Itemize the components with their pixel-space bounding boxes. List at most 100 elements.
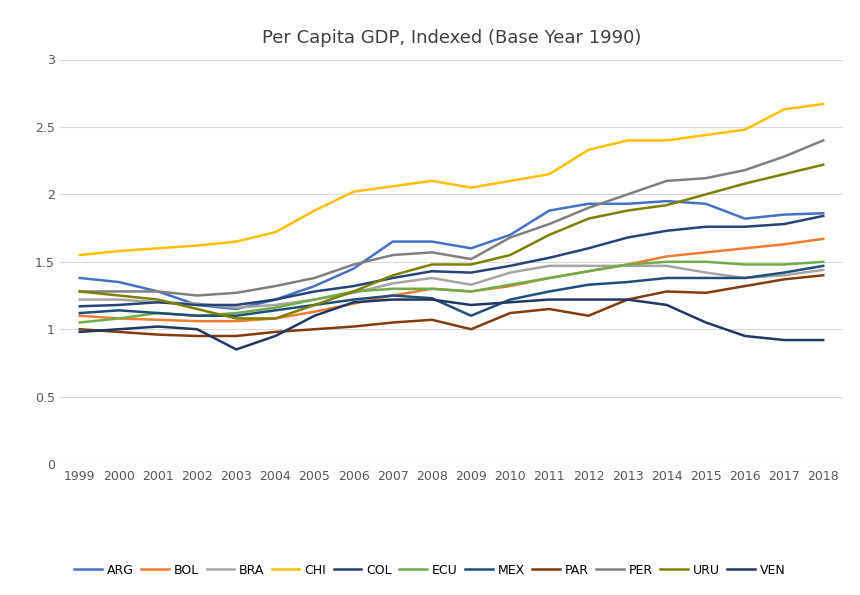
MEX [505, 296, 515, 303]
ECU [348, 288, 359, 295]
PER [192, 292, 202, 299]
BRA [701, 269, 711, 276]
URU [310, 302, 320, 309]
ECU [310, 296, 320, 303]
PAR [427, 316, 437, 323]
COL [192, 302, 202, 309]
MEX [818, 262, 828, 270]
Line: ECU: ECU [80, 262, 823, 322]
PER [427, 249, 437, 256]
VEN [661, 302, 672, 309]
BOL [544, 274, 555, 281]
ECU [779, 261, 789, 268]
COL [231, 302, 242, 309]
ARG [544, 207, 555, 214]
URU [466, 261, 476, 268]
BOL [505, 283, 515, 290]
URU [779, 171, 789, 178]
MEX [114, 307, 124, 314]
VEN [505, 299, 515, 306]
ECU [818, 258, 828, 265]
BRA [75, 296, 85, 303]
URU [192, 305, 202, 312]
BOL [270, 315, 280, 322]
BRA [427, 274, 437, 281]
Title: Per Capita GDP, Indexed (Base Year 1990): Per Capita GDP, Indexed (Base Year 1990) [261, 29, 642, 47]
COL [779, 221, 789, 228]
URU [583, 215, 593, 222]
BOL [623, 261, 633, 268]
COL [388, 274, 398, 281]
PER [466, 255, 476, 262]
COL [153, 299, 163, 306]
ARG [623, 201, 633, 208]
ECU [114, 315, 124, 322]
COL [310, 288, 320, 295]
CHI [818, 101, 828, 108]
PER [583, 204, 593, 211]
VEN [114, 325, 124, 333]
PER [348, 261, 359, 268]
CHI [153, 245, 163, 252]
BOL [153, 316, 163, 323]
PER [623, 191, 633, 198]
MEX [623, 278, 633, 286]
URU [231, 315, 242, 322]
BOL [740, 245, 750, 252]
MEX [779, 269, 789, 276]
VEN [427, 296, 437, 303]
ARG [270, 296, 280, 303]
COL [740, 223, 750, 230]
PAR [583, 312, 593, 320]
PAR [466, 325, 476, 333]
BOL [348, 300, 359, 307]
BRA [779, 272, 789, 279]
MEX [153, 309, 163, 317]
Line: COL: COL [80, 216, 823, 306]
MEX [583, 281, 593, 289]
BRA [623, 262, 633, 270]
BRA [661, 262, 672, 270]
Line: BOL: BOL [80, 239, 823, 321]
ARG [661, 198, 672, 205]
CHI [544, 171, 555, 178]
PAR [779, 275, 789, 283]
URU [818, 161, 828, 168]
ECU [466, 288, 476, 295]
COL [701, 223, 711, 230]
PER [505, 234, 515, 241]
MEX [270, 307, 280, 314]
MEX [348, 296, 359, 303]
ECU [192, 312, 202, 320]
MEX [231, 312, 242, 320]
PAR [740, 283, 750, 290]
CHI [310, 207, 320, 214]
COL [623, 234, 633, 241]
VEN [231, 346, 242, 353]
URU [75, 288, 85, 295]
PER [740, 167, 750, 174]
PAR [818, 272, 828, 279]
Line: MEX: MEX [80, 266, 823, 316]
PAR [623, 296, 633, 303]
CHI [661, 137, 672, 144]
COL [661, 227, 672, 234]
BRA [544, 262, 555, 270]
Line: CHI: CHI [80, 104, 823, 255]
ARG [153, 288, 163, 295]
URU [544, 231, 555, 239]
BOL [75, 312, 85, 320]
VEN [153, 323, 163, 330]
ECU [388, 285, 398, 292]
COL [818, 212, 828, 220]
PAR [388, 319, 398, 326]
MEX [701, 274, 711, 281]
PER [779, 153, 789, 160]
PAR [192, 333, 202, 340]
URU [388, 272, 398, 279]
BRA [388, 280, 398, 287]
ECU [544, 274, 555, 281]
BOL [466, 288, 476, 295]
Line: PER: PER [80, 140, 823, 296]
ARG [114, 278, 124, 286]
